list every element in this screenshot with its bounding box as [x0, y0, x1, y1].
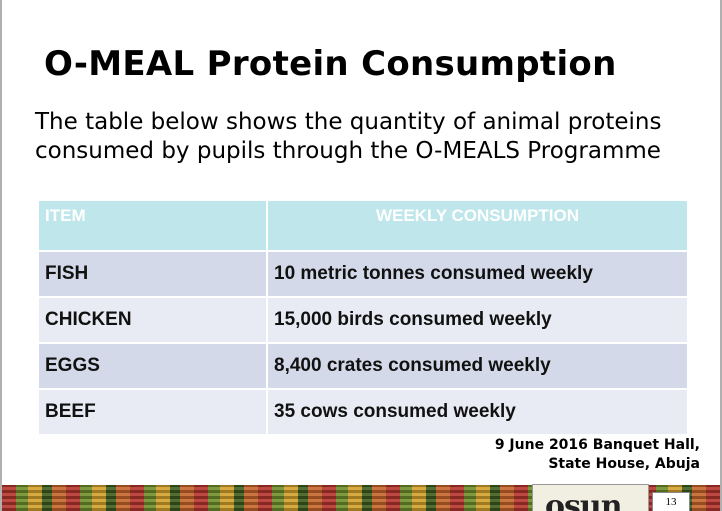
- event-caption-line2: State House, Abuja: [548, 456, 700, 472]
- cell-item: CHICKEN: [39, 296, 268, 342]
- event-caption: 9 June 2016 Banquet Hall, State House, A…: [495, 436, 700, 474]
- cell-consumption: 35 cows consumed weekly: [268, 388, 687, 434]
- cell-consumption: 8,400 crates consumed weekly: [268, 342, 687, 388]
- table-row: FISH 10 metric tonnes consumed weekly: [39, 250, 687, 296]
- intro-text: The table below shows the quantity of an…: [35, 109, 662, 164]
- table-row: EGGS 8,400 crates consumed weekly: [39, 342, 687, 388]
- cell-item: FISH: [39, 250, 268, 296]
- page-number: 13: [652, 492, 690, 511]
- osun-logo-text: osun: [545, 489, 623, 511]
- cell-item: EGGS: [39, 342, 268, 388]
- header-weekly-consumption: WEEKLY CONSUMPTION: [268, 201, 687, 250]
- protein-table: ITEM WEEKLY CONSUMPTION FISH 10 metric t…: [39, 201, 687, 434]
- table-row: BEEF 35 cows consumed weekly: [39, 388, 687, 434]
- cell-consumption: 15,000 birds consumed weekly: [268, 296, 687, 342]
- event-caption-line1: 9 June 2016 Banquet Hall,: [494, 437, 700, 453]
- osun-logo: osun: [532, 484, 649, 511]
- table-header-row: ITEM WEEKLY CONSUMPTION: [39, 201, 687, 250]
- cell-consumption: 10 metric tonnes consumed weekly: [268, 250, 687, 296]
- cell-item: BEEF: [39, 388, 268, 434]
- table-row: CHICKEN 15,000 birds consumed weekly: [39, 296, 687, 342]
- slide-title: O-MEAL Protein Consumption: [44, 44, 617, 84]
- header-item: ITEM: [39, 201, 268, 250]
